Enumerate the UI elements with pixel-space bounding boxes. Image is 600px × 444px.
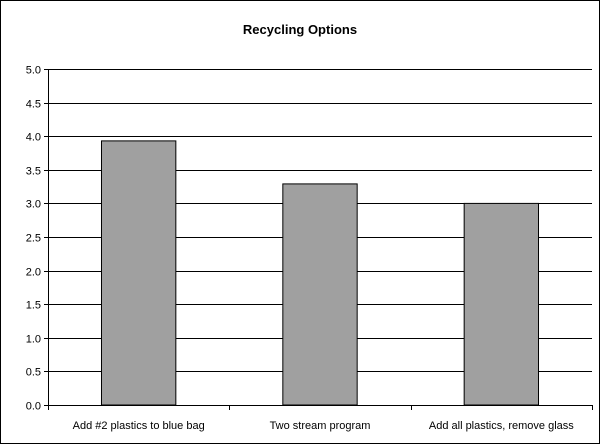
y-tick-label: 3.0	[26, 199, 41, 211]
x-tick-label: Add all plastics, remove glass	[429, 420, 574, 432]
x-tick-label: Add #2 plastics to blue bag	[73, 420, 205, 432]
y-tick-label: 4.5	[26, 99, 41, 111]
y-tick-label: 0.5	[26, 367, 41, 379]
bar	[100, 140, 177, 406]
bars	[100, 140, 540, 406]
y-tick-label: 3.5	[26, 166, 41, 178]
y-tick-label: 0.0	[26, 401, 41, 413]
y-tick-label: 5.0	[26, 65, 41, 77]
tick-labels: 0.0 0.5 1.0 1.5 2.0 2.5 3.0 3.5 4.0 4.5 5.0 Add #2 …	[26, 65, 575, 433]
y-tick-label: 4.0	[26, 132, 41, 144]
chart-title: Recycling Options	[242, 22, 358, 37]
bar	[463, 202, 540, 406]
y-tick-label: 1.0	[26, 334, 41, 346]
y-tick-label: 2.0	[26, 267, 41, 279]
y-tick-label: 1.5	[26, 300, 41, 312]
y-tick-label: 2.5	[26, 233, 41, 245]
bar	[282, 183, 358, 406]
axes	[44, 69, 593, 410]
x-tick-label: Two stream program	[270, 420, 371, 432]
